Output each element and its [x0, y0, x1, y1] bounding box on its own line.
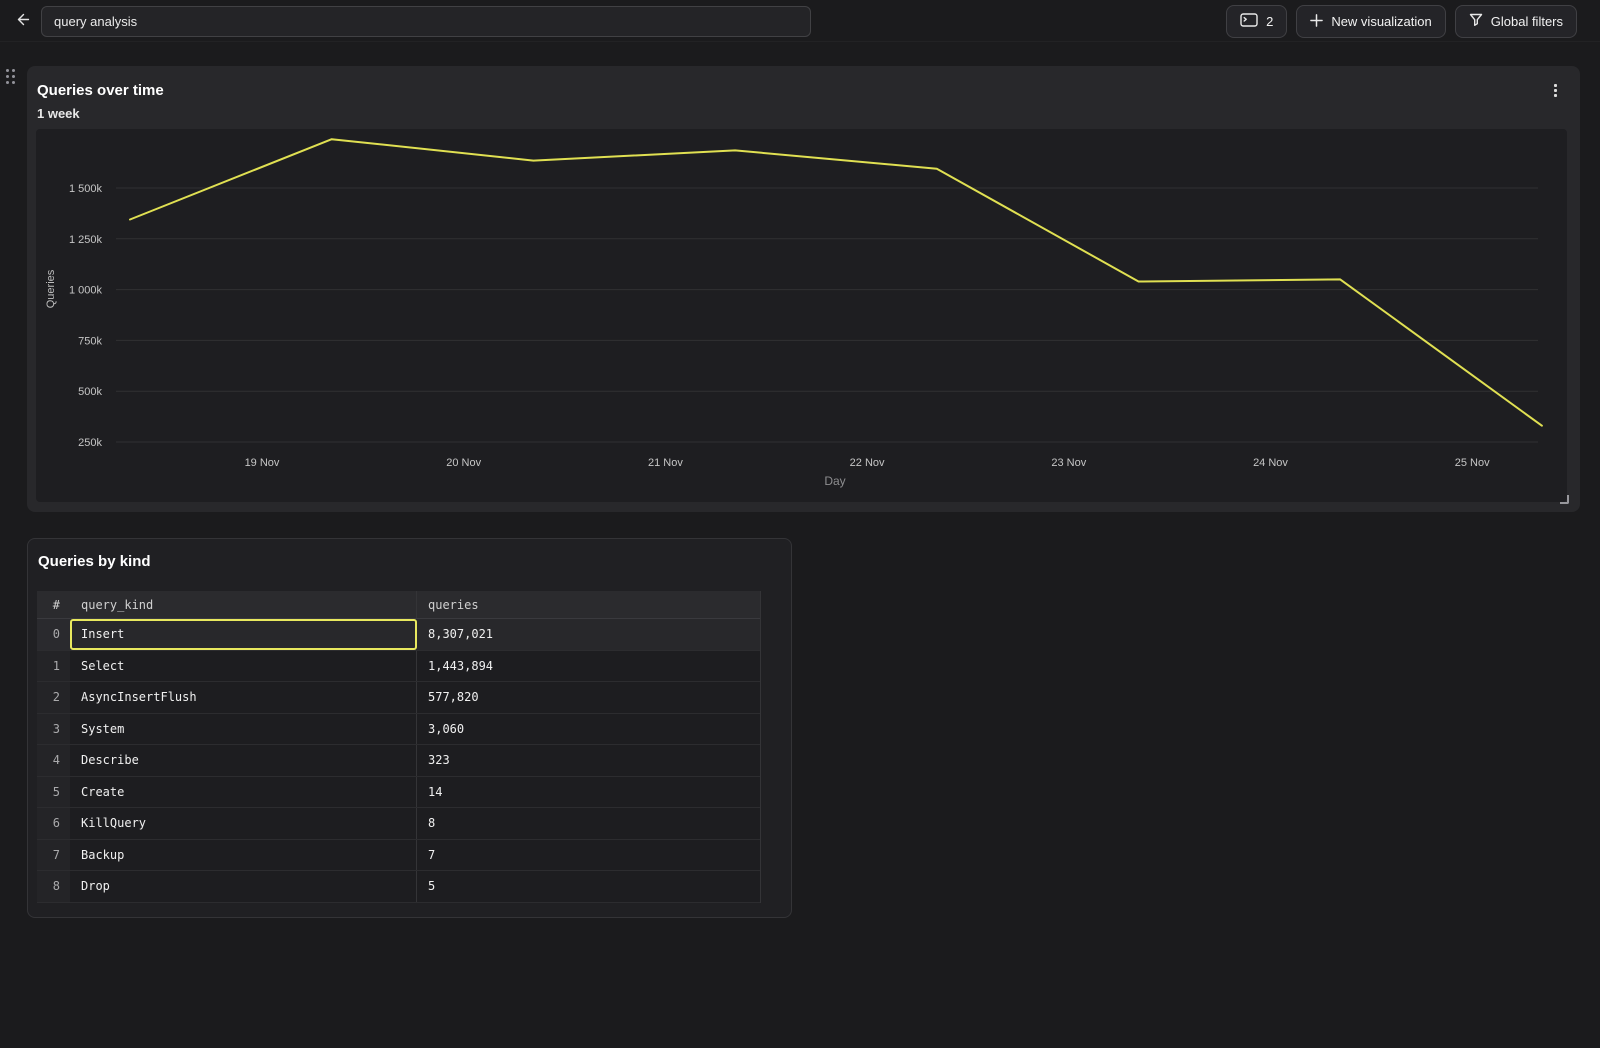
- queries-series-line: [129, 138, 1543, 427]
- table-header-row: # query_kind queries: [37, 591, 760, 619]
- table-row: 5 Create 14: [37, 776, 760, 808]
- panel-count-label: 2: [1266, 14, 1274, 29]
- queries-over-time-panel: Queries over time 1 week 1 500k 1 250k 1 0…: [27, 66, 1580, 512]
- query-kind-cell[interactable]: System: [70, 713, 417, 744]
- table-row: 2 AsyncInsertFlush 577,820: [37, 682, 760, 714]
- plus-icon: [1310, 13, 1324, 30]
- table-row: 3 System 3,060: [37, 713, 760, 745]
- new-visualization-button[interactable]: New visualization: [1296, 5, 1446, 38]
- panel-resize-handle-icon[interactable]: [1560, 495, 1569, 504]
- panel-drag-handle-icon[interactable]: [6, 69, 15, 84]
- table-row: 4 Describe 323: [37, 745, 760, 777]
- y-tick-label: 500k: [78, 386, 102, 398]
- x-tick-label: 23 Nov: [1051, 457, 1086, 469]
- row-index-cell[interactable]: 0: [37, 619, 70, 650]
- queries-cell[interactable]: 3,060: [428, 721, 465, 736]
- arrow-left-icon: [15, 11, 32, 31]
- kebab-menu-icon[interactable]: [1546, 80, 1564, 100]
- query-kind-cell[interactable]: Insert: [70, 619, 417, 650]
- header-index-cell: #: [37, 591, 70, 618]
- queries-cell[interactable]: 8,307,021: [428, 627, 494, 642]
- header-query-kind-cell[interactable]: query_kind: [70, 591, 417, 618]
- query-kind-cell[interactable]: AsyncInsertFlush: [70, 682, 417, 713]
- x-tick-label: 20 Nov: [446, 457, 481, 469]
- row-index-cell[interactable]: 8: [37, 871, 70, 902]
- topbar-actions: 2 New visualization Global filters: [1226, 5, 1577, 38]
- table-title: Queries by kind: [38, 553, 151, 570]
- x-tick-label: 22 Nov: [850, 457, 885, 469]
- row-index-cell[interactable]: 4: [37, 745, 70, 776]
- row-index-cell[interactable]: 3: [37, 713, 70, 744]
- chart-title: Queries over time: [37, 82, 164, 99]
- funnel-icon: [1469, 13, 1483, 30]
- y-tick-label: 250k: [78, 437, 102, 449]
- queries-cell[interactable]: 14: [428, 784, 443, 799]
- global-filters-button[interactable]: Global filters: [1454, 5, 1577, 38]
- x-axis-title: Day: [824, 474, 845, 488]
- new-visualization-label: New visualization: [1331, 14, 1432, 29]
- global-filters-label: Global filters: [1490, 14, 1563, 29]
- query-kind-cell[interactable]: KillQuery: [70, 808, 417, 839]
- queries-cell[interactable]: 5: [428, 879, 436, 894]
- queries-cell[interactable]: 8: [428, 816, 436, 831]
- back-button[interactable]: [8, 6, 38, 36]
- query-kind-cell[interactable]: Select: [70, 650, 417, 681]
- dashboard-title-input[interactable]: [41, 6, 811, 37]
- table-row: 0 Insert 8,307,021: [37, 619, 760, 651]
- queries-by-kind-panel: Queries by kind # query_kind queries 0 Inser…: [27, 538, 792, 918]
- chart-subtitle: 1 week: [37, 106, 80, 121]
- y-tick-label: 750k: [78, 335, 102, 347]
- queries-over-time-chart[interactable]: 1 500k 1 250k 1 000k 750k 500k 250k 19 Nov 20 N…: [36, 129, 1567, 502]
- x-tick-label: 25 Nov: [1455, 457, 1490, 469]
- row-index-cell[interactable]: 7: [37, 839, 70, 870]
- table-row: 7 Backup 7: [37, 839, 760, 871]
- row-index-cell[interactable]: 2: [37, 682, 70, 713]
- table-row: 8 Drop 5: [37, 871, 760, 903]
- queries-cell[interactable]: 577,820: [428, 690, 479, 705]
- y-axis-title: Queries: [45, 269, 57, 308]
- query-kind-cell[interactable]: Backup: [70, 839, 417, 870]
- row-index-cell[interactable]: 5: [37, 776, 70, 807]
- line-chart-svg: 1 500k 1 250k 1 000k 750k 500k 250k 19 Nov 20 N…: [45, 138, 1543, 488]
- x-tick-label: 24 Nov: [1253, 457, 1288, 469]
- y-tick-label: 1 000k: [69, 285, 103, 297]
- queries-by-kind-table: # query_kind queries 0 Insert 8,307,021 1 Selec…: [37, 591, 761, 903]
- y-tick-label: 1 250k: [69, 234, 103, 246]
- queries-cell[interactable]: 7: [428, 847, 436, 862]
- table-row: 6 KillQuery 8: [37, 808, 760, 840]
- query-kind-cell[interactable]: Create: [70, 776, 417, 807]
- x-tick-label: 19 Nov: [245, 457, 280, 469]
- y-tick-label: 1 500k: [69, 183, 103, 195]
- console-panel-icon: [1240, 13, 1258, 30]
- table-row: 1 Select 1,443,894: [37, 650, 760, 682]
- x-tick-label: 21 Nov: [648, 457, 683, 469]
- topbar: 2 New visualization Global filters: [0, 0, 1600, 42]
- query-kind-cell[interactable]: Describe: [70, 745, 417, 776]
- panel-count-button[interactable]: 2: [1226, 5, 1288, 38]
- query-kind-cell[interactable]: Drop: [70, 871, 417, 902]
- row-index-cell[interactable]: 1: [37, 650, 70, 681]
- header-queries-cell[interactable]: queries: [428, 597, 479, 612]
- queries-cell[interactable]: 1,443,894: [428, 658, 494, 673]
- queries-cell[interactable]: 323: [428, 753, 450, 768]
- row-index-cell[interactable]: 6: [37, 808, 70, 839]
